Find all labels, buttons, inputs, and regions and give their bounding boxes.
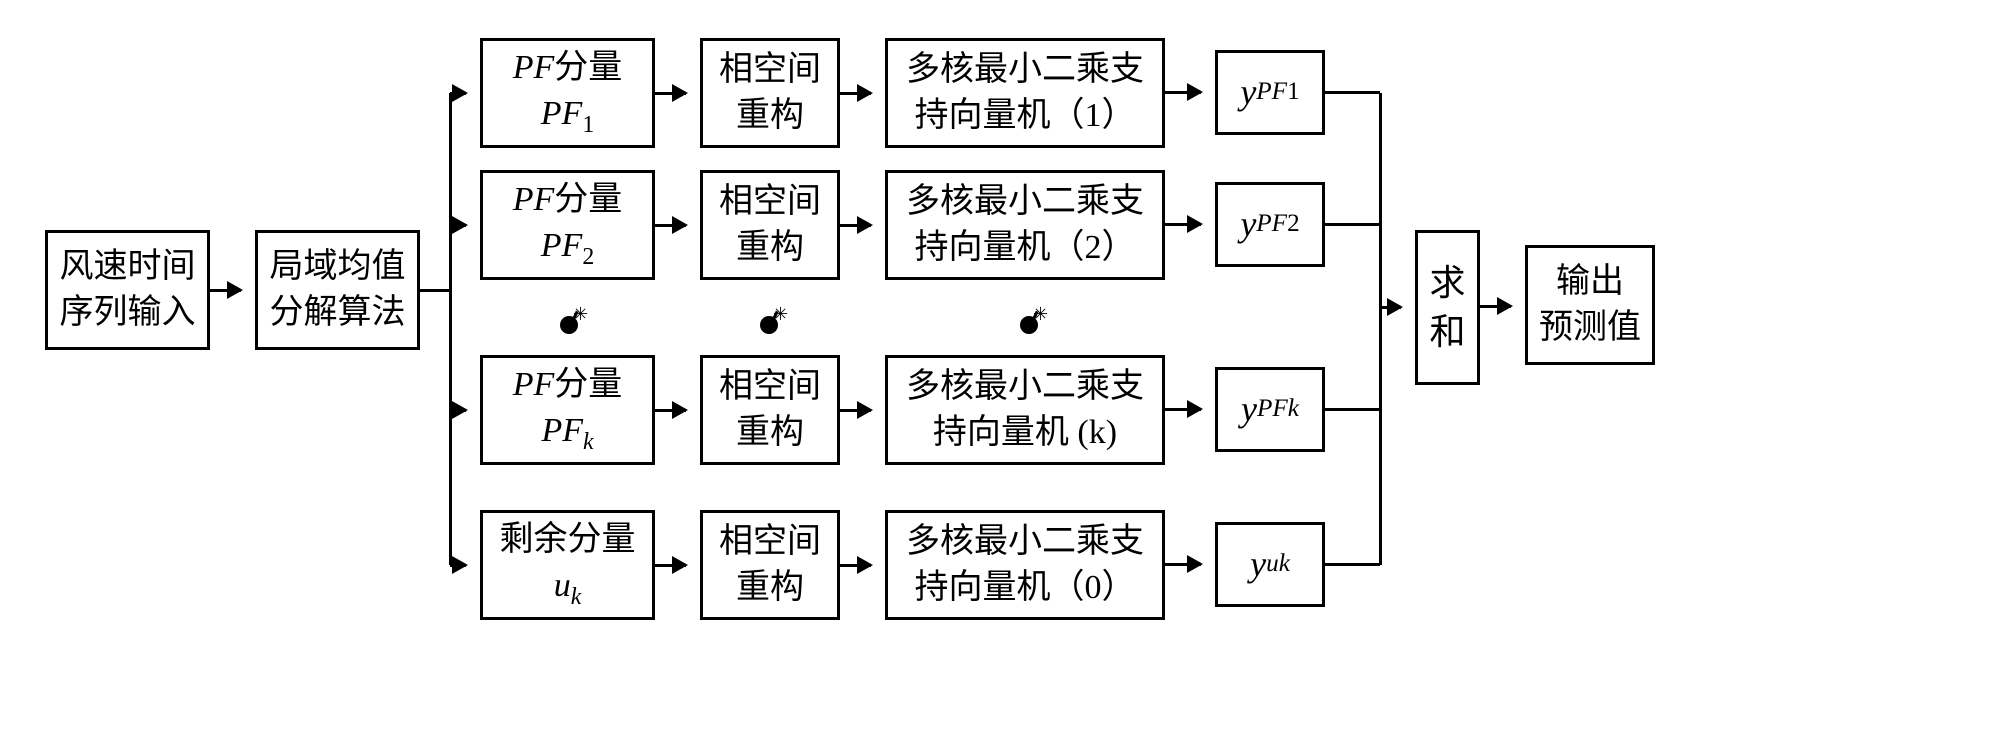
arrow — [1165, 91, 1201, 94]
node-psr0: 相空间重构 — [700, 510, 840, 620]
node-y2: yPF2 — [1215, 182, 1325, 267]
node-text: 求 — [1429, 259, 1465, 308]
node-pf1: PF分量PF1 — [480, 38, 655, 148]
connector-line — [449, 93, 452, 565]
node-text: 多核最小二乘支 — [906, 179, 1144, 225]
node-res: 剩余分量uk — [480, 510, 655, 620]
node-text: 风速时间 — [60, 244, 196, 290]
ellipsis-icon: ✳ — [1020, 310, 1044, 334]
connector-line — [1325, 223, 1380, 226]
node-lmd: 局域均值分解算法 — [255, 230, 420, 350]
arrow — [450, 409, 466, 412]
node-text: 持向量机 (k) — [906, 410, 1144, 456]
node-pfk: PF分量PFk — [480, 355, 655, 465]
arrow — [1480, 305, 1511, 308]
node-output: 输出预测值 — [1525, 245, 1655, 365]
connector-line — [1379, 93, 1382, 565]
node-text: 和 — [1429, 308, 1465, 357]
node-text: 持向量机（1） — [906, 93, 1144, 139]
arrow — [655, 409, 686, 412]
node-psrk: 相空间重构 — [700, 355, 840, 465]
node-text: PF2 — [513, 223, 623, 273]
node-text: 重构 — [719, 410, 821, 456]
node-sum: 求和 — [1415, 230, 1480, 385]
node-text: 相空间 — [719, 179, 821, 225]
arrow — [840, 409, 871, 412]
node-yk: yPFk — [1215, 367, 1325, 452]
node-y1: yPF1 — [1215, 50, 1325, 135]
node-text: 相空间 — [719, 519, 821, 565]
node-pf2: PF分量PF2 — [480, 170, 655, 280]
node-text: 输出 — [1539, 259, 1641, 305]
node-psr1: 相空间重构 — [700, 38, 840, 148]
connector-line — [1325, 408, 1380, 411]
arrow — [840, 92, 871, 95]
node-yu: yuk — [1215, 522, 1325, 607]
node-svm1: 多核最小二乘支持向量机（1） — [885, 38, 1165, 148]
arrow — [450, 564, 466, 567]
node-input: 风速时间序列输入 — [45, 230, 210, 350]
node-text: uk — [500, 563, 636, 613]
arrow — [655, 92, 686, 95]
node-text: PF分量 — [513, 177, 623, 223]
node-text: 相空间 — [719, 47, 821, 93]
node-text: 相空间 — [719, 364, 821, 410]
node-text: PF分量 — [513, 45, 623, 91]
connector-line — [420, 289, 450, 292]
node-text: PF1 — [513, 91, 623, 141]
connector-line — [1325, 91, 1380, 94]
node-text: 分解算法 — [270, 290, 406, 336]
arrow — [1380, 306, 1401, 309]
node-text: 多核最小二乘支 — [906, 364, 1144, 410]
node-text: 重构 — [719, 565, 821, 611]
node-text: 重构 — [719, 93, 821, 139]
arrow — [840, 224, 871, 227]
node-text: 预测值 — [1539, 305, 1641, 351]
node-text: 局域均值 — [270, 244, 406, 290]
node-text: 序列输入 — [60, 290, 196, 336]
ellipsis-icon: ✳ — [560, 310, 584, 334]
node-text: 持向量机（2） — [906, 225, 1144, 271]
arrow — [210, 289, 241, 292]
node-text: 持向量机（0） — [906, 565, 1144, 611]
node-svmk: 多核最小二乘支持向量机 (k) — [885, 355, 1165, 465]
node-text: PF分量 — [513, 362, 623, 408]
node-text: 多核最小二乘支 — [906, 47, 1144, 93]
arrow — [655, 224, 686, 227]
node-text: 剩余分量 — [500, 517, 636, 563]
arrow — [840, 564, 871, 567]
node-svm2: 多核最小二乘支持向量机（2） — [885, 170, 1165, 280]
connector-line — [1325, 563, 1380, 566]
arrow — [1165, 408, 1201, 411]
node-text: 多核最小二乘支 — [906, 519, 1144, 565]
arrow — [1165, 223, 1201, 226]
flowchart-diagram: 风速时间序列输入局域均值分解算法PF分量PF1PF分量PF2PF分量PFk剩余分… — [20, 20, 2008, 715]
arrow — [450, 224, 466, 227]
node-text: 重构 — [719, 225, 821, 271]
node-svm0: 多核最小二乘支持向量机（0） — [885, 510, 1165, 620]
arrow — [450, 92, 466, 95]
node-psr2: 相空间重构 — [700, 170, 840, 280]
arrow — [655, 564, 686, 567]
arrow — [1165, 563, 1201, 566]
ellipsis-icon: ✳ — [760, 310, 784, 334]
node-text: PFk — [513, 408, 623, 458]
